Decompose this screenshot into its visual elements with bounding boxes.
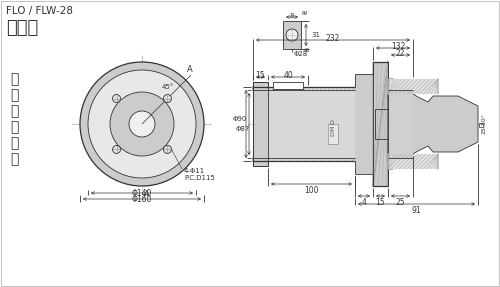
Bar [388,79,438,94]
Text: A: A [187,65,192,74]
Text: 4: 4 [362,198,366,207]
Text: M: M [330,125,336,131]
Ellipse shape [164,94,172,102]
Text: 25: 25 [396,198,406,207]
Text: 8: 8 [290,13,294,18]
Bar [283,21,301,49]
Text: 25.30°: 25.30° [481,114,486,134]
Text: 15: 15 [376,198,386,207]
Text: Φ90: Φ90 [232,116,247,122]
Bar [253,87,355,90]
Text: D: D [330,120,336,125]
Bar [388,90,413,158]
Bar [388,154,438,169]
Text: 4-Φ11: 4-Φ11 [184,168,206,174]
Text: 100: 100 [304,186,319,195]
Bar [355,74,373,174]
Ellipse shape [112,146,120,154]
Bar [273,82,303,89]
Text: Φ140: Φ140 [132,189,152,197]
Text: 方: 方 [10,72,18,86]
Bar [328,124,338,144]
Text: 232: 232 [326,34,340,43]
Text: 安: 安 [10,104,18,118]
Ellipse shape [112,94,120,102]
Ellipse shape [129,111,155,137]
Text: 45°: 45° [162,84,174,90]
Polygon shape [388,79,478,169]
Text: 40: 40 [283,71,293,79]
Ellipse shape [110,92,174,156]
Text: FLO / FLW-28: FLO / FLW-28 [6,6,73,16]
Text: 全: 全 [10,120,18,134]
Text: 91: 91 [412,206,422,215]
Bar [253,158,355,161]
Bar [479,123,483,127]
Text: 46: 46 [304,48,310,53]
Bar [373,62,388,186]
Text: 15: 15 [256,71,266,79]
Text: 69: 69 [302,11,308,16]
Ellipse shape [164,146,172,154]
Bar [268,90,355,158]
Text: Φ160: Φ160 [132,195,152,203]
Text: 132: 132 [391,42,405,51]
Text: Φ87: Φ87 [236,126,250,132]
Bar [373,62,388,186]
Text: P.C.D115: P.C.D115 [184,175,215,181]
Ellipse shape [88,70,196,178]
Bar [328,124,338,144]
Text: 頭: 頭 [10,152,18,166]
Bar [253,82,268,166]
Bar [253,82,268,166]
Ellipse shape [80,62,204,186]
Text: 型: 型 [10,88,18,102]
Text: D: D [330,131,336,136]
Text: A: A [144,190,150,199]
Text: Φ28: Φ28 [294,51,308,57]
Text: 法蘭型: 法蘭型 [6,19,38,37]
Text: 夾: 夾 [10,136,18,150]
Ellipse shape [286,29,298,41]
Text: 22: 22 [396,49,405,58]
Text: 31: 31 [311,32,320,38]
